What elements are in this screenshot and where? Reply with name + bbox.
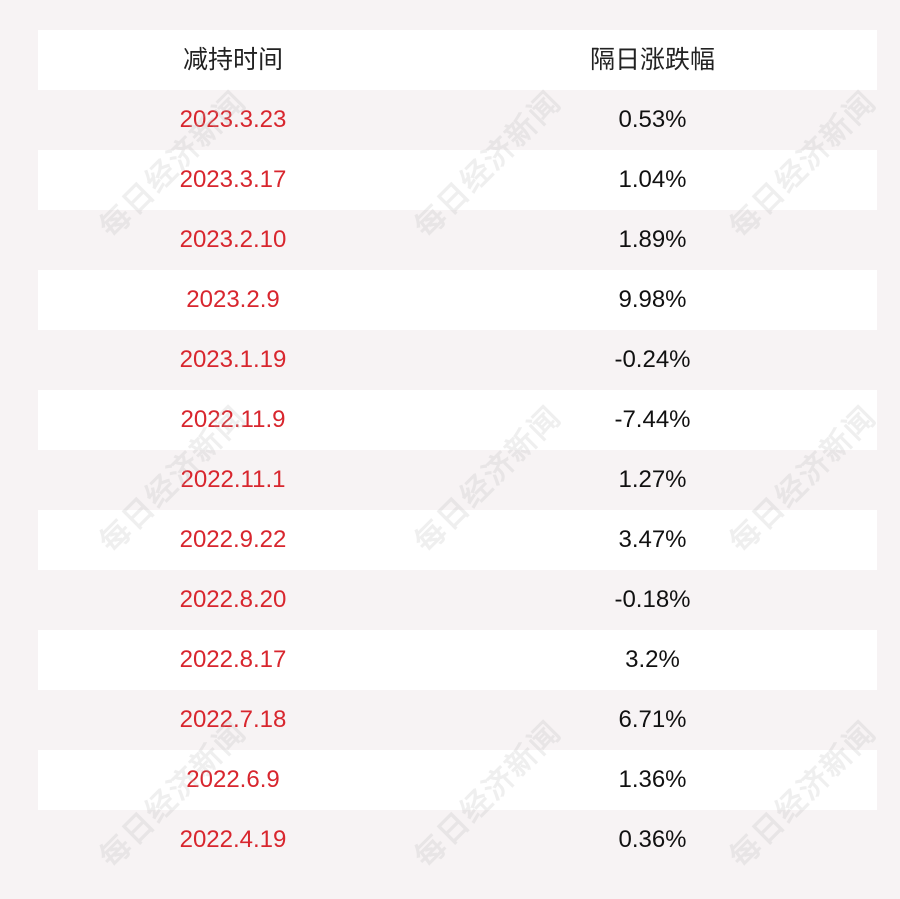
date-cell: 2022.8.20 xyxy=(179,586,287,613)
date-cell: 2023.1.19 xyxy=(179,346,287,373)
change-cell: 1.04% xyxy=(618,166,687,193)
table-row: 2023.1.19 -0.24% xyxy=(38,330,877,390)
change-cell: 3.2% xyxy=(625,646,680,673)
date-cell: 2022.11.9 xyxy=(180,406,286,433)
table-row: 2022.11.1 1.27% xyxy=(38,450,877,510)
date-cell: 2022.11.1 xyxy=(180,466,286,493)
change-cell: 0.36% xyxy=(618,826,687,853)
date-cell: 2023.2.10 xyxy=(179,226,287,253)
table-row: 2022.4.19 0.36% xyxy=(38,810,877,870)
table-row: 2022.7.18 6.71% xyxy=(38,690,877,750)
data-table: 减持时间 隔日涨跌幅 2023.3.23 0.53% 2023.3.17 1.0… xyxy=(38,30,877,870)
table-row: 2022.8.20 -0.18% xyxy=(38,570,877,630)
date-cell: 2023.2.9 xyxy=(186,286,280,313)
change-cell: 3.47% xyxy=(618,526,687,553)
table-row: 2023.3.23 0.53% xyxy=(38,90,877,150)
table-row: 2023.2.10 1.89% xyxy=(38,210,877,270)
table-row: 2022.9.22 3.47% xyxy=(38,510,877,570)
date-cell: 2022.4.19 xyxy=(179,826,287,853)
change-cell: 1.27% xyxy=(618,466,687,493)
change-cell: -7.44% xyxy=(614,406,691,433)
change-cell: -0.24% xyxy=(614,346,691,373)
table-row: 2023.3.17 1.04% xyxy=(38,150,877,210)
change-cell: 1.36% xyxy=(618,766,687,793)
date-cell: 2023.3.17 xyxy=(179,166,287,193)
date-cell: 2022.6.9 xyxy=(186,766,280,793)
date-cell: 2022.9.22 xyxy=(179,526,287,553)
change-cell: 1.89% xyxy=(618,226,687,253)
column-header-date: 减持时间 xyxy=(182,46,283,74)
date-cell: 2022.7.18 xyxy=(179,706,287,733)
date-cell: 2022.8.17 xyxy=(179,646,287,673)
table-row: 2022.8.17 3.2% xyxy=(38,630,877,690)
table-row: 2022.6.9 1.36% xyxy=(38,750,877,810)
change-cell: 9.98% xyxy=(618,286,687,313)
column-header-change: 隔日涨跌幅 xyxy=(589,46,715,74)
change-cell: 0.53% xyxy=(618,106,687,133)
table-row: 2022.11.9 -7.44% xyxy=(38,390,877,450)
change-cell: -0.18% xyxy=(614,586,691,613)
table-header-row: 减持时间 隔日涨跌幅 xyxy=(38,30,877,90)
table-row: 2023.2.9 9.98% xyxy=(38,270,877,330)
change-cell: 6.71% xyxy=(618,706,687,733)
date-cell: 2023.3.23 xyxy=(179,106,287,133)
